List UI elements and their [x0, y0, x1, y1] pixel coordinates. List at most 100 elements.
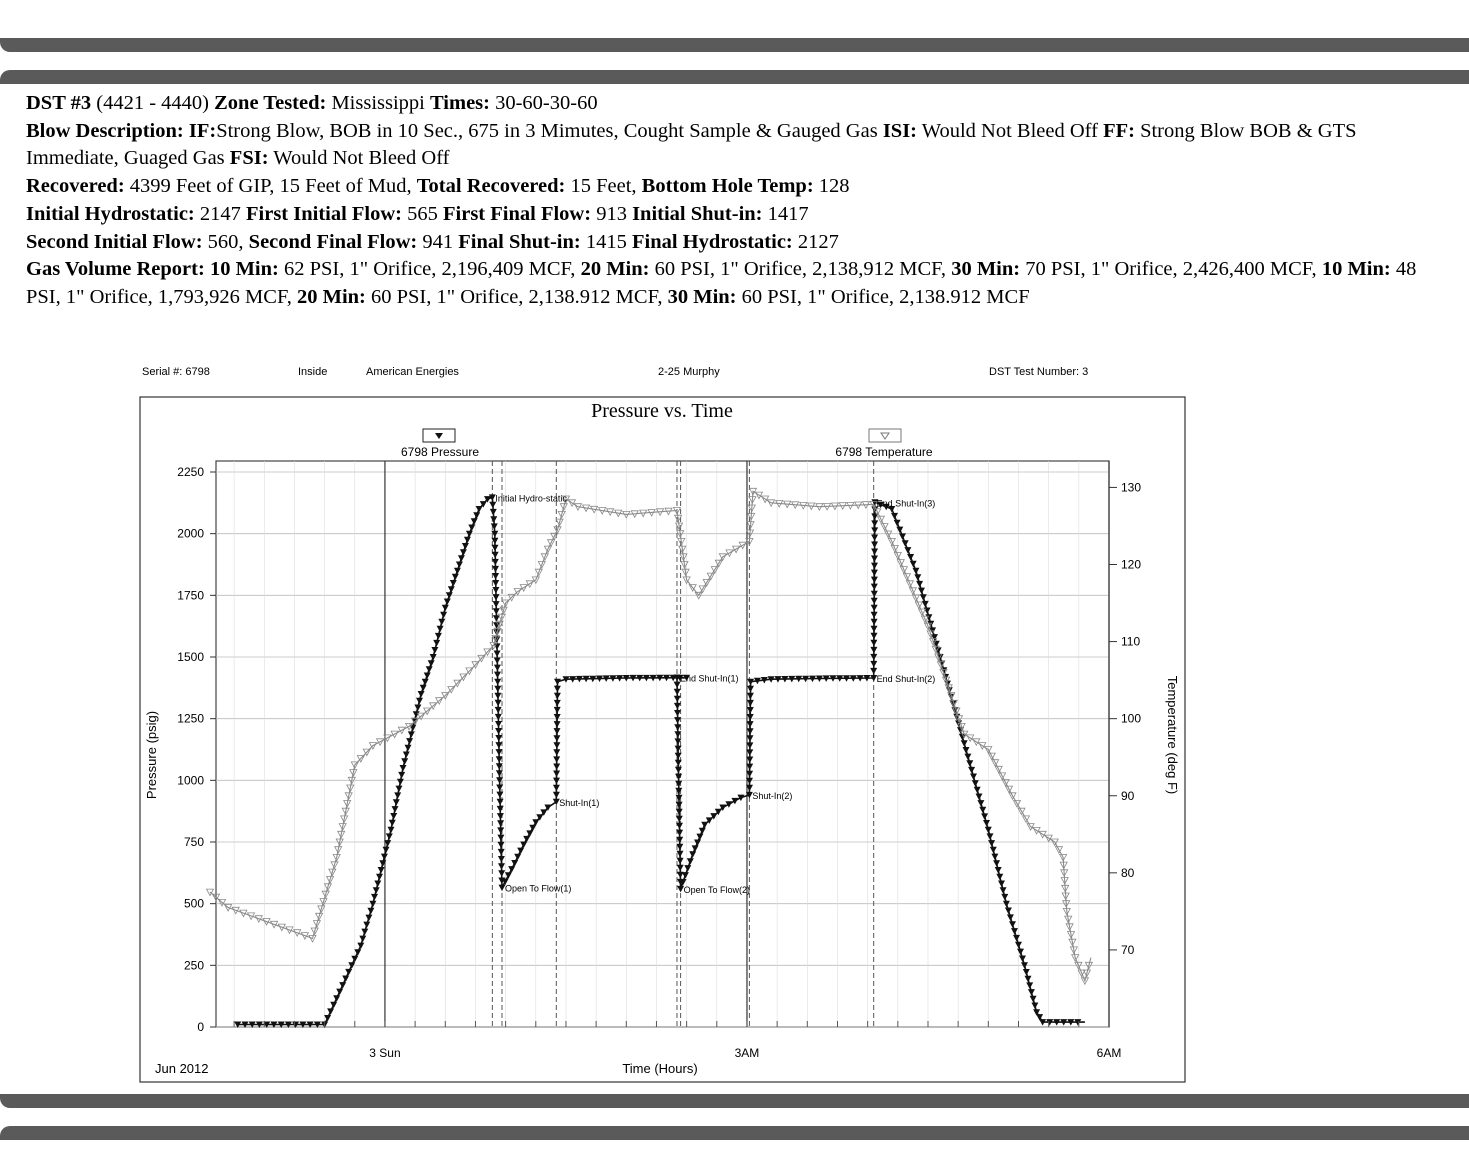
initial-hydrostatic-label: Initial Hydrostatic: [26, 202, 195, 225]
temperature-marker [501, 599, 510, 608]
temperature-marker [783, 500, 792, 509]
temperature-marker [319, 898, 328, 906]
pressure-marker [999, 887, 1007, 894]
temperature-marker [557, 510, 566, 519]
pressure-marker [746, 770, 754, 778]
temperature-marker [308, 935, 317, 943]
pressure-marker [363, 921, 371, 929]
temperature-marker [896, 559, 905, 567]
pressure-marker [361, 928, 369, 936]
pressure-marker [919, 594, 927, 601]
temperature-marker [799, 501, 808, 510]
y2-tick-label: 130 [1121, 480, 1141, 494]
pressure-marker [1011, 928, 1018, 935]
pressure-marker [986, 833, 994, 840]
temperature-marker [725, 549, 734, 558]
pressure-marker [470, 518, 478, 525]
gas-reading-3-value: 70 PSI, 1" Orifice, 2,426,400 MCF, [1025, 258, 1317, 281]
temperature-marker [939, 668, 948, 677]
pressure-marker [498, 884, 506, 892]
pressure-marker [554, 678, 561, 686]
pressure-marker [299, 1021, 307, 1028]
pressure-marker [683, 674, 691, 682]
pressure-marker [677, 885, 685, 893]
pressure-marker [406, 738, 414, 745]
temperature-marker [941, 676, 951, 685]
pressure-marker [694, 839, 701, 846]
pressure-marker [414, 704, 422, 711]
temperature-marker [682, 576, 691, 585]
pressure-marker [871, 520, 879, 527]
temperature-marker [923, 622, 933, 631]
temperature-legend-marker [880, 432, 890, 440]
pressure-marker [663, 674, 670, 682]
temperature-marker [672, 507, 682, 515]
y2-axis-title: Temperature (deg F) [1165, 676, 1180, 795]
pressure-marker [396, 778, 404, 786]
temperature-marker [622, 510, 631, 519]
temperature-marker [495, 620, 504, 629]
zone-label: Zone Tested: [214, 92, 327, 114]
temperature-marker [949, 699, 958, 708]
temperature-marker [966, 734, 975, 743]
ff-label: FF: [1103, 119, 1135, 142]
header-divider-bar [0, 70, 1469, 84]
temperature-marker [459, 673, 468, 682]
temperature-marker [561, 495, 571, 504]
temperature-marker [340, 815, 349, 824]
pressure-marker [674, 710, 681, 717]
pressure-marker [962, 747, 970, 754]
first-initial-flow-label: First Initial Flow: [246, 202, 403, 225]
pressure-marker [496, 791, 504, 799]
pressure-marker [277, 1021, 285, 1028]
pressure-marker [394, 792, 402, 799]
dst-label: DST #3 [26, 92, 92, 114]
temperature-marker [589, 505, 599, 514]
pressure-marker [1027, 989, 1035, 996]
pressure-marker [918, 587, 925, 595]
pressure-marker [589, 675, 597, 683]
temperature-marker [346, 784, 355, 793]
pressure-marker [532, 819, 540, 826]
temperature-marker [334, 846, 343, 855]
pressure-marker [443, 598, 451, 605]
gas-volume-report: Gas Volume Report: 10 Min: 62 PSI, 1" Or… [26, 256, 1446, 311]
y-tick-label: 1750 [177, 588, 204, 602]
blow-description: Blow Description: IF:Strong Blow, BOB in… [26, 118, 1446, 173]
pressure-marker [907, 554, 915, 561]
temperature-marker [559, 503, 568, 512]
pressure-marker [870, 576, 878, 584]
pressure-marker [675, 787, 683, 795]
pressure-marker [436, 625, 444, 633]
temperature-marker [987, 752, 996, 761]
temperature-marker [911, 594, 921, 603]
temperature-marker [239, 909, 248, 918]
times-value: 30-60-30-60 [495, 92, 598, 114]
temperature-marker [994, 765, 1003, 774]
pressure-marker [888, 506, 896, 513]
pressure-marker [676, 857, 684, 865]
pressure-marker [1021, 962, 1028, 969]
temperature-marker [678, 545, 687, 554]
temperature-marker [519, 584, 528, 592]
pressure-marker [1029, 995, 1037, 1003]
temperature-marker [887, 537, 896, 546]
temperature-marker [513, 588, 522, 596]
temperature-marker [760, 495, 770, 504]
pressure-marker [988, 840, 996, 847]
pressure-marker [553, 742, 561, 749]
temperature-marker [702, 579, 711, 587]
pressure-marker [843, 675, 850, 682]
pressure-marker [689, 851, 697, 858]
pressure-marker [870, 597, 878, 605]
pressure-marker [398, 771, 406, 779]
event-label: End Shut-In(1) [680, 673, 739, 683]
grid-lines [216, 461, 1110, 1028]
temperature-marker [807, 502, 816, 511]
pressure-marker [284, 1021, 292, 1028]
temperature-marker [908, 587, 918, 596]
pressure-marker [676, 829, 684, 837]
event-label: Open To Flow(2) [684, 885, 750, 895]
temperature-marker [748, 487, 758, 496]
gas-reading-1-label: 10 Min: [209, 258, 279, 281]
